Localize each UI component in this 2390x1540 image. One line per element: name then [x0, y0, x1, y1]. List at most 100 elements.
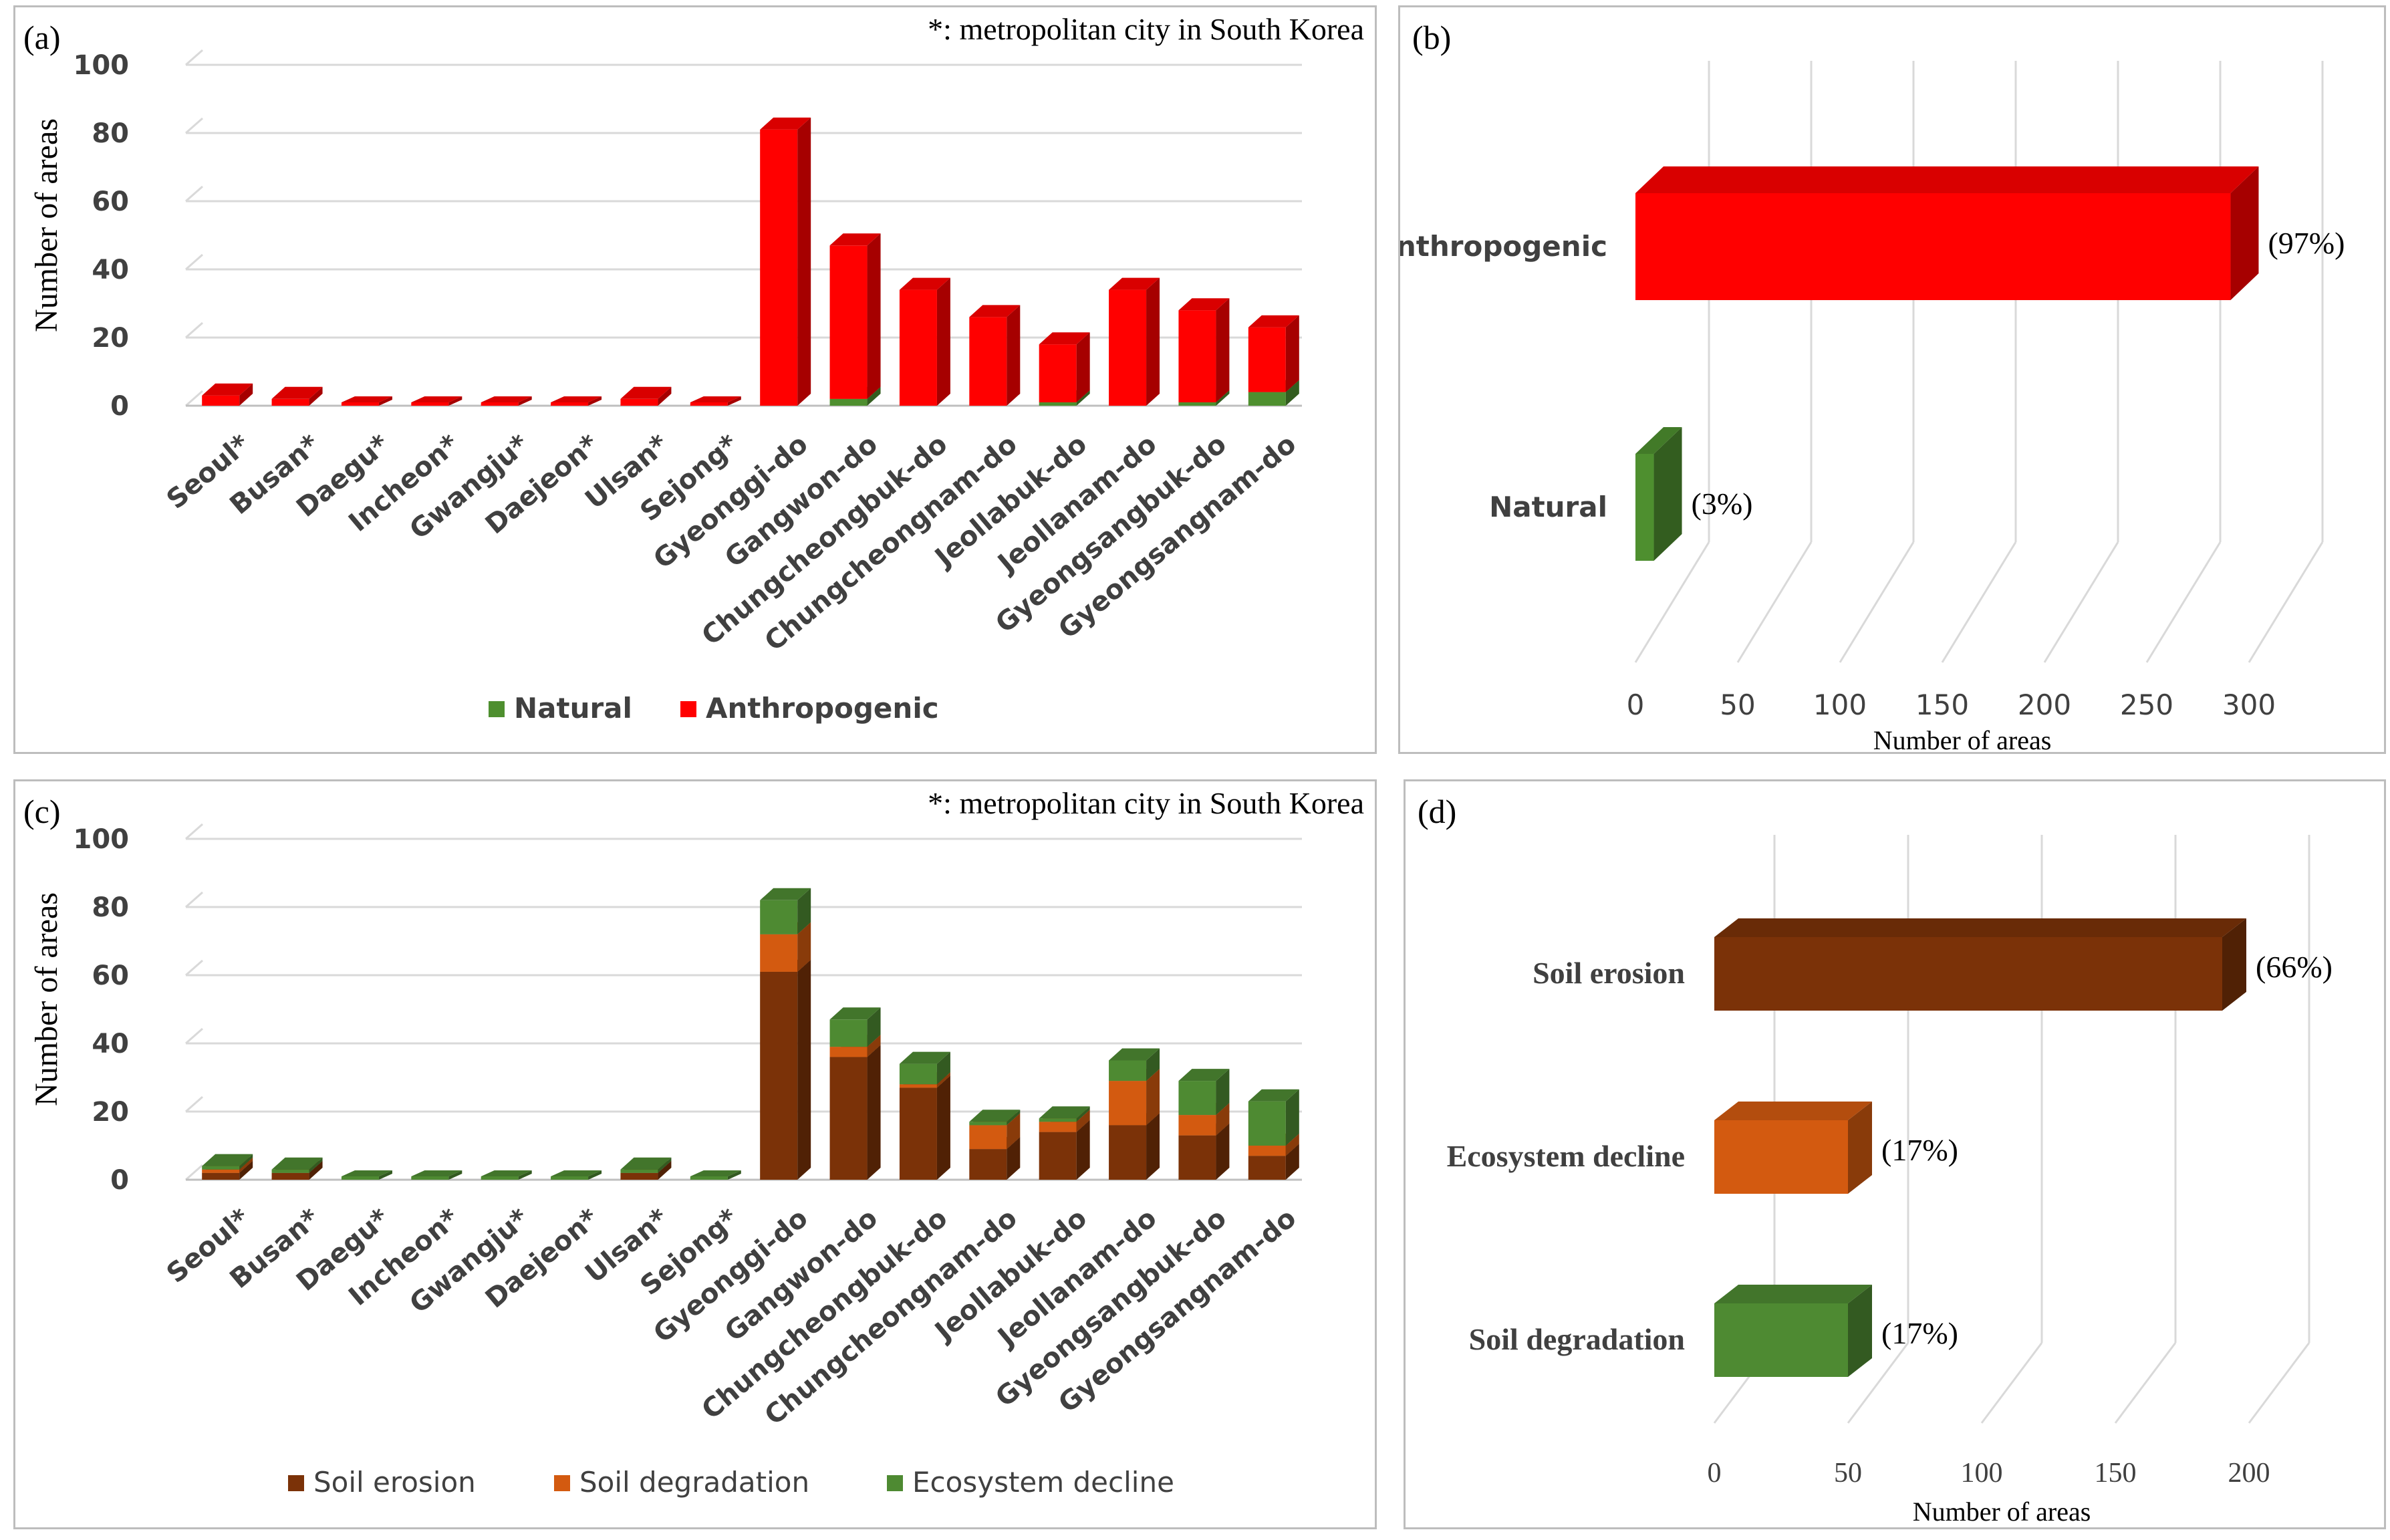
bar-anthropogenic-front	[1635, 193, 2231, 300]
gridline-depth-60	[185, 185, 203, 203]
bar-soil_erosion-8-front	[760, 971, 798, 1180]
bar-empty-7-front	[690, 402, 728, 406]
bar-ecosystem_decline-0-front	[202, 1166, 240, 1170]
bar-empty-2-top	[341, 396, 392, 402]
bar-empty-7-top	[690, 1170, 741, 1176]
gridline-depth-80	[185, 117, 203, 134]
bar-natural-15-side	[1285, 380, 1299, 406]
bar-soil_degradation-13-side	[1146, 1069, 1160, 1126]
bar-anthropogenic-0	[202, 383, 253, 406]
bar-empty-3-top	[411, 396, 462, 402]
y-tick-label: 60	[92, 960, 129, 991]
legend-swatch-1	[554, 1475, 570, 1491]
bar-empty-5	[551, 1170, 602, 1180]
bar-soil_erosion-15-front	[1248, 1156, 1286, 1180]
bar-anthropogenic-13	[1109, 277, 1160, 406]
bar-empty-3-front	[411, 1176, 449, 1180]
bar-soil_degradation-side	[1848, 1102, 1872, 1194]
bar-ecosystem_decline-9	[829, 1007, 881, 1047]
bar-ecosystem_decline-13-side	[1146, 1048, 1160, 1081]
legend-swatch-0	[288, 1475, 304, 1491]
bar-anthropogenic-1-front	[271, 398, 309, 406]
bar-ecosystem_decline-12	[1039, 1106, 1090, 1122]
panel-b: (b) 0 50 100 150 200 250 300 Number of areas Anth…	[1398, 5, 2386, 754]
bar-empty-4-front	[481, 402, 519, 406]
panel-label: (d)	[1418, 793, 1456, 830]
panel-label: (a)	[23, 19, 61, 56]
bar-ecosystem_decline-9-side	[867, 1007, 881, 1047]
bar-empty-7	[690, 396, 741, 406]
gridline-depth-100	[185, 823, 203, 840]
y-tick-label: 80	[92, 118, 129, 149]
bar-empty-4-side	[518, 1170, 532, 1180]
x-tick-label: 50	[1834, 1458, 1862, 1489]
bar-soil_erosion-0-side	[239, 1160, 253, 1180]
panel-c: (c) *: metropolitan city in South Korea 0 2…	[13, 779, 1377, 1529]
y-tick-label: 100	[74, 50, 130, 81]
bar-empty-5-front	[551, 1176, 589, 1180]
category-label: Ecosystem decline	[1447, 1139, 1685, 1173]
bar-ecosystem_decline-11-front	[969, 1122, 1007, 1126]
bar-empty-4	[481, 1170, 532, 1180]
bar-anthropogenic-13-side	[1146, 277, 1160, 406]
x-tick-label: 0	[1627, 688, 1645, 721]
bar-anthropogenic-0-top	[202, 383, 253, 396]
bar-soil_degradation-14-front	[1178, 1115, 1216, 1136]
bar-ecosystem_decline-8	[760, 888, 811, 934]
bar-anthropogenic-13-front	[1109, 289, 1147, 406]
bar-natural-14-front	[1178, 402, 1216, 406]
bar-soil_erosion-10	[899, 1075, 950, 1180]
bar-soil_degradation-11-side	[1007, 1113, 1021, 1150]
bar-anthropogenic-12	[1039, 332, 1090, 402]
chart-note: *: metropolitan city in South Korea	[928, 786, 1364, 820]
bar-empty-7-side	[727, 1170, 741, 1180]
bar-ecosystem_decline-15-front	[1248, 1101, 1286, 1146]
bar-soil_degradation-9-side	[867, 1035, 881, 1057]
bar-empty-4-side	[518, 396, 532, 406]
x-tick-label: 200	[2018, 688, 2071, 721]
value-label: (17%)	[1881, 1133, 1958, 1167]
bar-empty-2	[341, 396, 392, 406]
bar-empty-2-front	[341, 1176, 379, 1180]
bar-ecosystem_decline-6-top	[620, 1157, 672, 1170]
bar-ecosystem_decline-6	[620, 1157, 672, 1173]
bar-empty-2-side	[378, 396, 392, 406]
bar-empty-2-top	[341, 1170, 392, 1176]
y-tick-label: 60	[92, 186, 129, 217]
bar-soil_erosion-12-front	[1039, 1132, 1077, 1180]
bar-anthropogenic-0-side	[239, 383, 253, 406]
gridline-depth-40	[185, 253, 203, 271]
gridline-depth-50	[1847, 1342, 1909, 1424]
bar-ecosystem_decline-1-side	[309, 1157, 323, 1173]
bar-anthropogenic-10-front	[899, 289, 937, 406]
x-axis-title: Number of areas	[1873, 725, 2052, 752]
bar-natural-14-side	[1216, 390, 1230, 406]
gridline-depth-100	[1839, 541, 1915, 663]
bar-anthropogenic-12-side	[1076, 332, 1090, 402]
bar-anthropogenic-8-side	[797, 117, 811, 406]
bar-anthropogenic-top	[1635, 166, 2259, 193]
bar-empty-2-front	[341, 402, 379, 406]
bar-soil_degradation-front	[1714, 1120, 1848, 1194]
bar-ecosystem_decline-12-front	[1039, 1118, 1077, 1122]
gridline-depth-300	[2248, 541, 2324, 663]
category-label: Soil degradation	[1469, 1322, 1685, 1356]
bar-empty-4-top	[481, 396, 532, 402]
bar-empty-3	[411, 396, 462, 406]
gridline-depth-0	[185, 390, 203, 407]
bar-soil_degradation-top	[1714, 1102, 1872, 1120]
bar-empty-3-side	[448, 1170, 462, 1180]
bar-anthropogenic-13-top	[1109, 277, 1160, 290]
bar-ecosystem_decline-14	[1178, 1069, 1230, 1116]
bar-soil_degradation-11-front	[969, 1125, 1007, 1150]
bar-soil_degradation-15-front	[1248, 1146, 1286, 1156]
bar-ecosystem_decline-top	[1714, 1285, 1872, 1303]
bar-ecosystem_decline-15-side	[1285, 1089, 1299, 1146]
bar-anthropogenic-9-side	[867, 233, 881, 399]
bar-ecosystem_decline-10	[899, 1051, 950, 1085]
value-label: (3%)	[1692, 487, 1753, 521]
gridline-depth-20	[185, 322, 203, 339]
bar-empty-4	[481, 396, 532, 406]
value-label: (66%)	[2256, 950, 2333, 984]
bar-anthropogenic-14-front	[1178, 310, 1216, 402]
